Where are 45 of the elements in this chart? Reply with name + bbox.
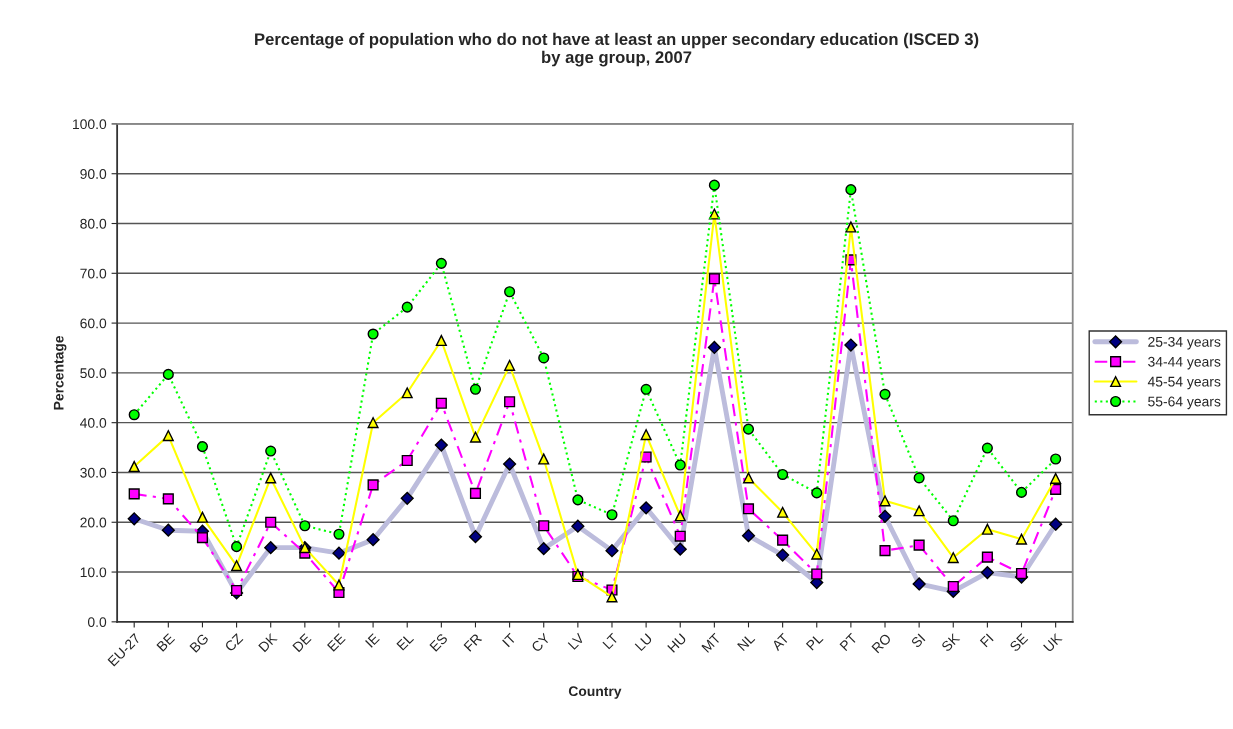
x-tick-label: AT [771,632,790,652]
y-tick-label: 100.0 [73,119,107,130]
x-tick-label: CZ [224,632,244,653]
x-tick-label: CY [530,632,551,653]
x-tick-label: DK [258,632,278,653]
y-axis-title: Percentage [53,335,67,410]
x-tick-label: BE [156,633,176,652]
x-tick-label: EL [396,632,415,651]
x-tick-label: SI [910,633,926,649]
y-tick-label: 80.0 [80,218,107,229]
x-tick-label: PT [839,632,858,652]
legend-label: 34-44 years [1148,356,1221,370]
x-tick-label: BG [189,633,209,653]
x-tick-label: FI [979,633,994,648]
y-tick-label: 20.0 [80,517,107,528]
x-axis-title: Country [568,686,622,699]
x-tick-label: SK [940,632,961,653]
x-tick-label: LV [567,632,585,650]
y-tick-label: 30.0 [80,467,107,478]
x-tick-label: LU [634,633,653,652]
x-tick-label: HU [667,633,687,653]
x-tick-label: NL [737,632,756,652]
x-tick-label: SE [1009,632,1029,653]
x-tick-label: EE [327,633,346,652]
y-tick-label: 50.0 [80,368,107,379]
chart-title: Percentage of population who do not have at least an upper secondary education (ISCED 3) by age group, 2007 [255,32,979,67]
x-tick-label: IT [502,632,517,648]
x-tick-label: LT [602,632,619,650]
x-tick-label: MT [701,632,722,653]
y-tick-label: 70.0 [80,268,107,279]
y-tick-label: 60.0 [80,318,107,329]
x-tick-label: DE [292,633,312,653]
x-tick-label: RO [871,632,892,654]
legend-label: 25-34 years [1148,336,1221,350]
x-tick-label: IE [365,633,380,648]
x-tick-label: PL [805,632,824,651]
legend-label: 55-64 years [1148,396,1221,410]
x-tick-label: UK [1043,632,1063,653]
y-tick-label: 0.0 [87,617,107,628]
y-tick-label: 40.0 [80,418,107,428]
x-tick-label: ES [429,632,449,652]
y-tick-label: 90.0 [80,169,107,179]
y-tick-label: 10.0 [80,567,107,578]
x-tick-label: FR [463,633,483,652]
legend-label: 45-54 years [1147,376,1221,390]
